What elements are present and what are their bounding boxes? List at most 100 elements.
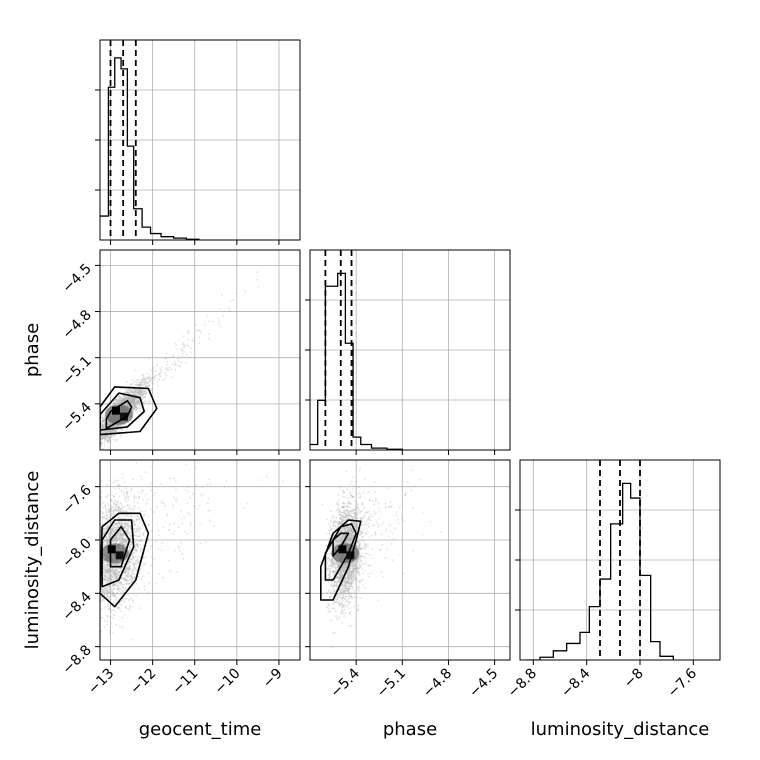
scatter-point bbox=[134, 405, 137, 408]
scatter-point bbox=[193, 343, 196, 345]
scatter-point bbox=[125, 545, 127, 548]
scatter-point bbox=[129, 534, 131, 537]
scatter-point bbox=[89, 576, 91, 578]
scatter-point bbox=[100, 496, 103, 498]
scatter-point bbox=[123, 591, 125, 594]
scatter-point bbox=[98, 602, 100, 604]
scatter-point bbox=[97, 559, 99, 561]
scatter-point bbox=[107, 569, 109, 571]
scatter-point bbox=[96, 585, 98, 587]
scatter-point bbox=[105, 581, 108, 584]
scatter-point bbox=[124, 397, 127, 400]
scatter-point bbox=[95, 622, 97, 624]
scatter-point bbox=[106, 542, 109, 545]
scatter-point bbox=[89, 566, 91, 568]
scatter-point bbox=[124, 496, 126, 498]
scatter-point bbox=[123, 403, 126, 406]
scatter-point bbox=[111, 527, 114, 530]
scatter-point bbox=[108, 510, 111, 513]
scatter-point bbox=[96, 574, 98, 576]
scatter-point bbox=[101, 523, 103, 525]
scatter-point bbox=[145, 385, 148, 388]
scatter-point bbox=[131, 391, 133, 394]
scatter-point bbox=[184, 489, 187, 491]
scatter-point bbox=[177, 545, 180, 548]
scatter-point bbox=[112, 539, 115, 542]
scatter-point bbox=[116, 572, 118, 575]
scatter-point bbox=[150, 556, 153, 558]
scatter-point bbox=[134, 400, 136, 402]
scatter-point bbox=[124, 530, 127, 532]
scatter-point bbox=[127, 396, 129, 399]
scatter-point bbox=[131, 558, 134, 561]
scatter-point bbox=[145, 382, 148, 384]
scatter-point bbox=[103, 571, 106, 574]
scatter-point bbox=[157, 377, 159, 380]
scatter-point bbox=[185, 463, 188, 466]
scatter-point bbox=[85, 457, 87, 459]
scatter-point bbox=[109, 491, 112, 493]
scatter-point bbox=[130, 538, 133, 540]
scatter-point bbox=[106, 571, 109, 574]
scatter-point bbox=[114, 537, 117, 540]
scatter-point bbox=[95, 445, 97, 447]
scatter-point bbox=[163, 372, 166, 375]
scatter-point bbox=[107, 423, 110, 425]
scatter-point bbox=[106, 569, 108, 572]
scatter-point bbox=[131, 396, 134, 399]
scatter-point bbox=[106, 526, 109, 529]
scatter-point bbox=[97, 422, 99, 424]
scatter-point bbox=[102, 578, 105, 581]
scatter-point bbox=[155, 523, 158, 526]
scatter-point bbox=[102, 577, 105, 580]
scatter-point bbox=[111, 540, 114, 543]
scatter-point bbox=[97, 559, 99, 561]
scatter-point bbox=[124, 575, 127, 577]
scatter-point bbox=[164, 368, 167, 371]
scatter-point bbox=[126, 404, 129, 407]
scatter-point bbox=[85, 565, 87, 567]
scatter-point bbox=[126, 496, 129, 498]
scatter-point bbox=[115, 539, 118, 541]
scatter-point bbox=[118, 425, 121, 428]
scatter-point bbox=[95, 603, 97, 605]
x-tick-label: −7.6 bbox=[665, 665, 700, 700]
scatter-point bbox=[97, 430, 99, 432]
scatter-point bbox=[97, 573, 99, 575]
scatter-point bbox=[123, 600, 126, 603]
scatter-point bbox=[182, 558, 185, 560]
scatter-point bbox=[104, 578, 107, 581]
scatter-point bbox=[114, 434, 116, 437]
scatter-point bbox=[159, 368, 162, 371]
scatter-point bbox=[114, 535, 116, 538]
scatter-point bbox=[132, 391, 135, 393]
scatter-point bbox=[132, 397, 135, 400]
scatter-point bbox=[122, 538, 125, 541]
scatter-point bbox=[121, 538, 123, 541]
scatter-point bbox=[127, 563, 130, 565]
scatter-point bbox=[122, 577, 125, 579]
scatter-point bbox=[172, 354, 175, 357]
scatter-point bbox=[137, 407, 140, 410]
scatter-point bbox=[102, 426, 105, 429]
scatter-point bbox=[185, 353, 188, 356]
scatter-point bbox=[93, 542, 95, 544]
scatter-point bbox=[110, 531, 113, 533]
scatter-point bbox=[123, 571, 125, 574]
scatter-point bbox=[93, 562, 95, 564]
scatter-point bbox=[122, 541, 125, 543]
scatter-point bbox=[105, 571, 108, 574]
scatter-point bbox=[150, 482, 153, 485]
scatter-point bbox=[82, 581, 84, 583]
scatter-point bbox=[160, 370, 163, 373]
scatter-point bbox=[134, 398, 136, 401]
scatter-point bbox=[109, 435, 112, 438]
scatter-point bbox=[137, 390, 140, 392]
scatter-point bbox=[187, 512, 190, 515]
scatter-point bbox=[132, 399, 135, 402]
scatter-point bbox=[114, 401, 116, 404]
scatter-point bbox=[130, 400, 133, 403]
scatter-point bbox=[130, 397, 133, 400]
scatter-point bbox=[106, 620, 109, 623]
